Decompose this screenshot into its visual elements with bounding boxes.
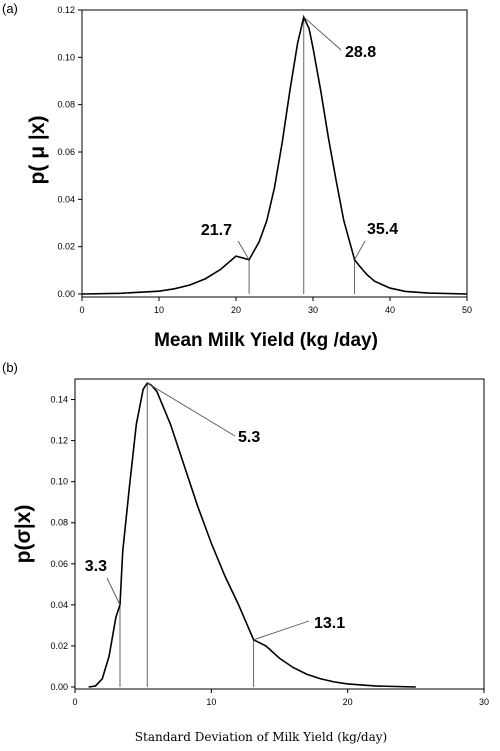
annotation-label: 21.7	[201, 222, 232, 239]
x-tick-label: 40	[385, 305, 395, 315]
y-tick-label: 0.06	[50, 559, 68, 569]
density-curve-b	[88, 382, 416, 688]
annotation-label: 13.1	[314, 615, 345, 632]
y-tick-label: 0.04	[50, 600, 68, 610]
drop-lines-b	[119, 383, 255, 687]
panel-label-b: (b)	[2, 360, 18, 375]
x-axis-label-a: Mean Milk Yield (kg /day)	[154, 330, 378, 351]
y-tick-label: 0.00	[50, 682, 68, 692]
y-tick-label: 0.12	[57, 5, 75, 15]
y-tick-label: 0.06	[57, 147, 75, 157]
annotation-leader	[237, 240, 250, 260]
annotation-leader	[147, 382, 236, 437]
annotations-b: 3.3 5.3 13.1	[85, 382, 345, 641]
x-tick-label: 30	[479, 697, 489, 707]
annotation-label: 28.8	[345, 44, 376, 61]
annotation-leader	[354, 240, 366, 260]
panel-label-a: (a)	[2, 1, 18, 16]
x-tick-label: 10	[154, 305, 164, 315]
y-axis-label-b: p(σ|x)	[12, 505, 35, 564]
y-tick-label: 0.12	[50, 436, 68, 446]
y-tick-label: 0.10	[57, 52, 75, 62]
y-tick-label: 0.08	[50, 518, 68, 528]
drop-lines-a	[248, 17, 356, 294]
density-curve-a	[81, 14, 468, 295]
annotation-label: 35.4	[367, 221, 398, 238]
y-tick-label: 0.10	[50, 477, 68, 487]
y-tick-label: 0.00	[57, 289, 75, 299]
plot-frame-a	[81, 9, 468, 298]
y-tick-label: 0.02	[57, 242, 75, 252]
x-axis-label-b: Standard Deviation of Milk Yield (kg/day…	[135, 730, 387, 744]
annotation-leader	[303, 16, 342, 51]
y-tick-label: 0.02	[50, 641, 68, 651]
annotation-label: 3.3	[85, 558, 107, 575]
annotation-leader	[253, 620, 310, 641]
annotation-leader	[106, 577, 121, 606]
x-tick-label: 0	[72, 697, 77, 707]
panel-b: (b) 0 10 20 300.000.020.040.060.080.100.120…	[2, 360, 489, 744]
x-tick-label: 50	[462, 305, 472, 315]
x-tick-label: 0	[79, 305, 84, 315]
annotations-a: 21.7 28.8 35.4	[201, 16, 398, 260]
y-tick-label: 0.04	[57, 194, 75, 204]
y-tick-label: 0.14	[50, 395, 68, 405]
tick-group-b: 0 10 20 30 0.00 0.02 0.04 0.06 0.08 0.10 0.12 0.14	[50, 395, 489, 707]
y-axis-label-a: p( μ |x)	[26, 116, 49, 185]
x-tick-label: 10	[206, 697, 216, 707]
tick-group-a: 0 10 20 30 40 50 0.00 0.02 0.04 0.06 0.08 0.10 0.12	[57, 5, 472, 315]
x-tick-label: 20	[343, 697, 353, 707]
y-tick-label: 0.08	[57, 100, 75, 110]
x-tick-label: 30	[308, 305, 318, 315]
annotation-label: 5.3	[238, 429, 260, 446]
plot-frame-b	[74, 378, 485, 690]
panel-a: (a) 0 10 20 30 40 500.000.020.040.060.080.100…	[2, 1, 472, 351]
x-tick-label: 20	[231, 305, 241, 315]
